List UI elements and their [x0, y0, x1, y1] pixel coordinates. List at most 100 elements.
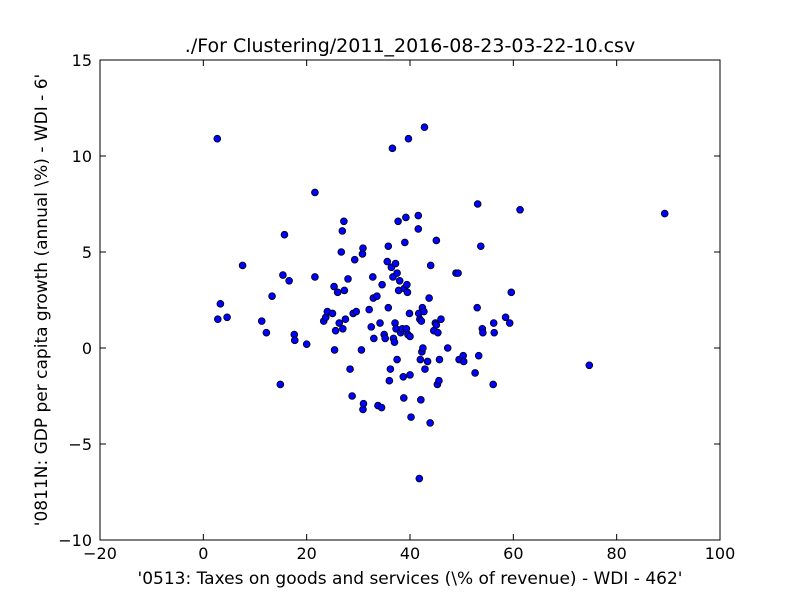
y-tick-label: 5	[82, 243, 92, 262]
x-tick-label: 20	[296, 544, 316, 563]
data-point	[407, 413, 415, 421]
data-point	[406, 371, 414, 379]
data-point	[333, 288, 342, 297]
data-point	[262, 328, 271, 337]
data-point	[368, 273, 377, 281]
data-point	[346, 365, 354, 373]
data-point	[501, 313, 510, 322]
data-point	[435, 376, 443, 385]
data-point	[377, 403, 386, 412]
data-point	[437, 315, 445, 324]
data-point	[279, 271, 287, 279]
data-point	[348, 392, 356, 400]
x-tick-label: 0	[198, 544, 208, 563]
data-point	[454, 269, 462, 277]
data-point	[384, 242, 393, 251]
data-point	[417, 317, 426, 325]
data-point	[426, 261, 435, 270]
data-point	[383, 257, 392, 266]
data-point	[341, 315, 350, 324]
data-point	[473, 303, 481, 312]
data-point	[414, 225, 423, 233]
data-point	[223, 313, 231, 322]
data-point	[344, 275, 352, 283]
data-point	[490, 328, 499, 337]
data-point	[419, 344, 427, 352]
data-point	[385, 376, 394, 385]
data-point	[489, 380, 497, 389]
data-point	[367, 323, 376, 331]
data-point	[357, 346, 366, 354]
data-point	[276, 380, 285, 389]
data-point	[350, 255, 359, 264]
data-point	[390, 338, 399, 347]
data-point	[660, 209, 669, 218]
data-point	[505, 319, 514, 327]
data-point	[328, 309, 337, 318]
data-point	[370, 334, 378, 343]
data-point	[443, 344, 452, 352]
data-point	[474, 351, 483, 360]
data-point	[213, 134, 222, 143]
data-point	[406, 332, 414, 341]
data-point	[399, 372, 408, 381]
data-point	[331, 326, 340, 335]
data-point	[311, 273, 319, 281]
data-point	[340, 217, 348, 226]
data-point	[404, 134, 413, 143]
data-point	[393, 355, 401, 364]
data-point	[585, 361, 594, 370]
data-point	[435, 355, 444, 364]
data-point	[402, 213, 410, 222]
data-point	[338, 227, 347, 235]
plot-frame	[99, 59, 721, 541]
data-point	[335, 319, 344, 327]
data-point	[352, 307, 361, 316]
points-layer	[213, 123, 669, 483]
data-point	[473, 200, 482, 208]
x-tick-label: 40	[400, 544, 420, 563]
data-point	[420, 307, 428, 316]
data-point	[216, 300, 225, 308]
x-tick-label: 80	[606, 544, 626, 563]
data-point	[476, 242, 485, 251]
data-point	[381, 334, 390, 343]
y-tick-label: 10	[72, 147, 92, 166]
data-point	[302, 340, 311, 348]
data-point	[280, 230, 289, 239]
data-point	[330, 282, 338, 291]
y-tick-label: 0	[82, 339, 92, 358]
data-point	[339, 324, 347, 333]
chart-title: ./For Clustering/2011_2016-08-23-03-22-1…	[185, 35, 635, 57]
x-tick-label: −20	[83, 544, 117, 563]
ticks-layer: −20 0 20 40 60 80 100 −10 −5 0 5 10 15	[58, 51, 735, 563]
y-tick-label: 15	[72, 51, 92, 70]
data-point	[391, 259, 400, 268]
data-point	[340, 286, 349, 295]
data-point	[459, 357, 468, 366]
data-point	[214, 315, 222, 324]
data-point	[290, 336, 299, 345]
data-point	[426, 419, 434, 427]
y-tick-label: −5	[68, 435, 92, 454]
data-point	[401, 238, 409, 247]
data-point	[489, 319, 498, 327]
data-point	[423, 357, 432, 366]
data-point	[238, 261, 247, 270]
data-point	[337, 248, 346, 256]
data-point	[434, 328, 442, 337]
data-point	[415, 474, 424, 483]
data-point	[365, 305, 373, 314]
data-point	[471, 369, 479, 377]
data-point	[399, 394, 408, 402]
data-point	[373, 292, 381, 300]
data-point	[268, 292, 276, 300]
data-point	[425, 294, 433, 302]
data-point	[420, 123, 429, 131]
data-point	[359, 399, 368, 408]
data-point	[516, 205, 524, 214]
x-axis-title: '0513: Taxes on goods and services (\% o…	[138, 569, 683, 589]
data-point	[414, 211, 423, 220]
y-tick-label: −10	[58, 531, 92, 550]
data-point	[395, 276, 404, 285]
